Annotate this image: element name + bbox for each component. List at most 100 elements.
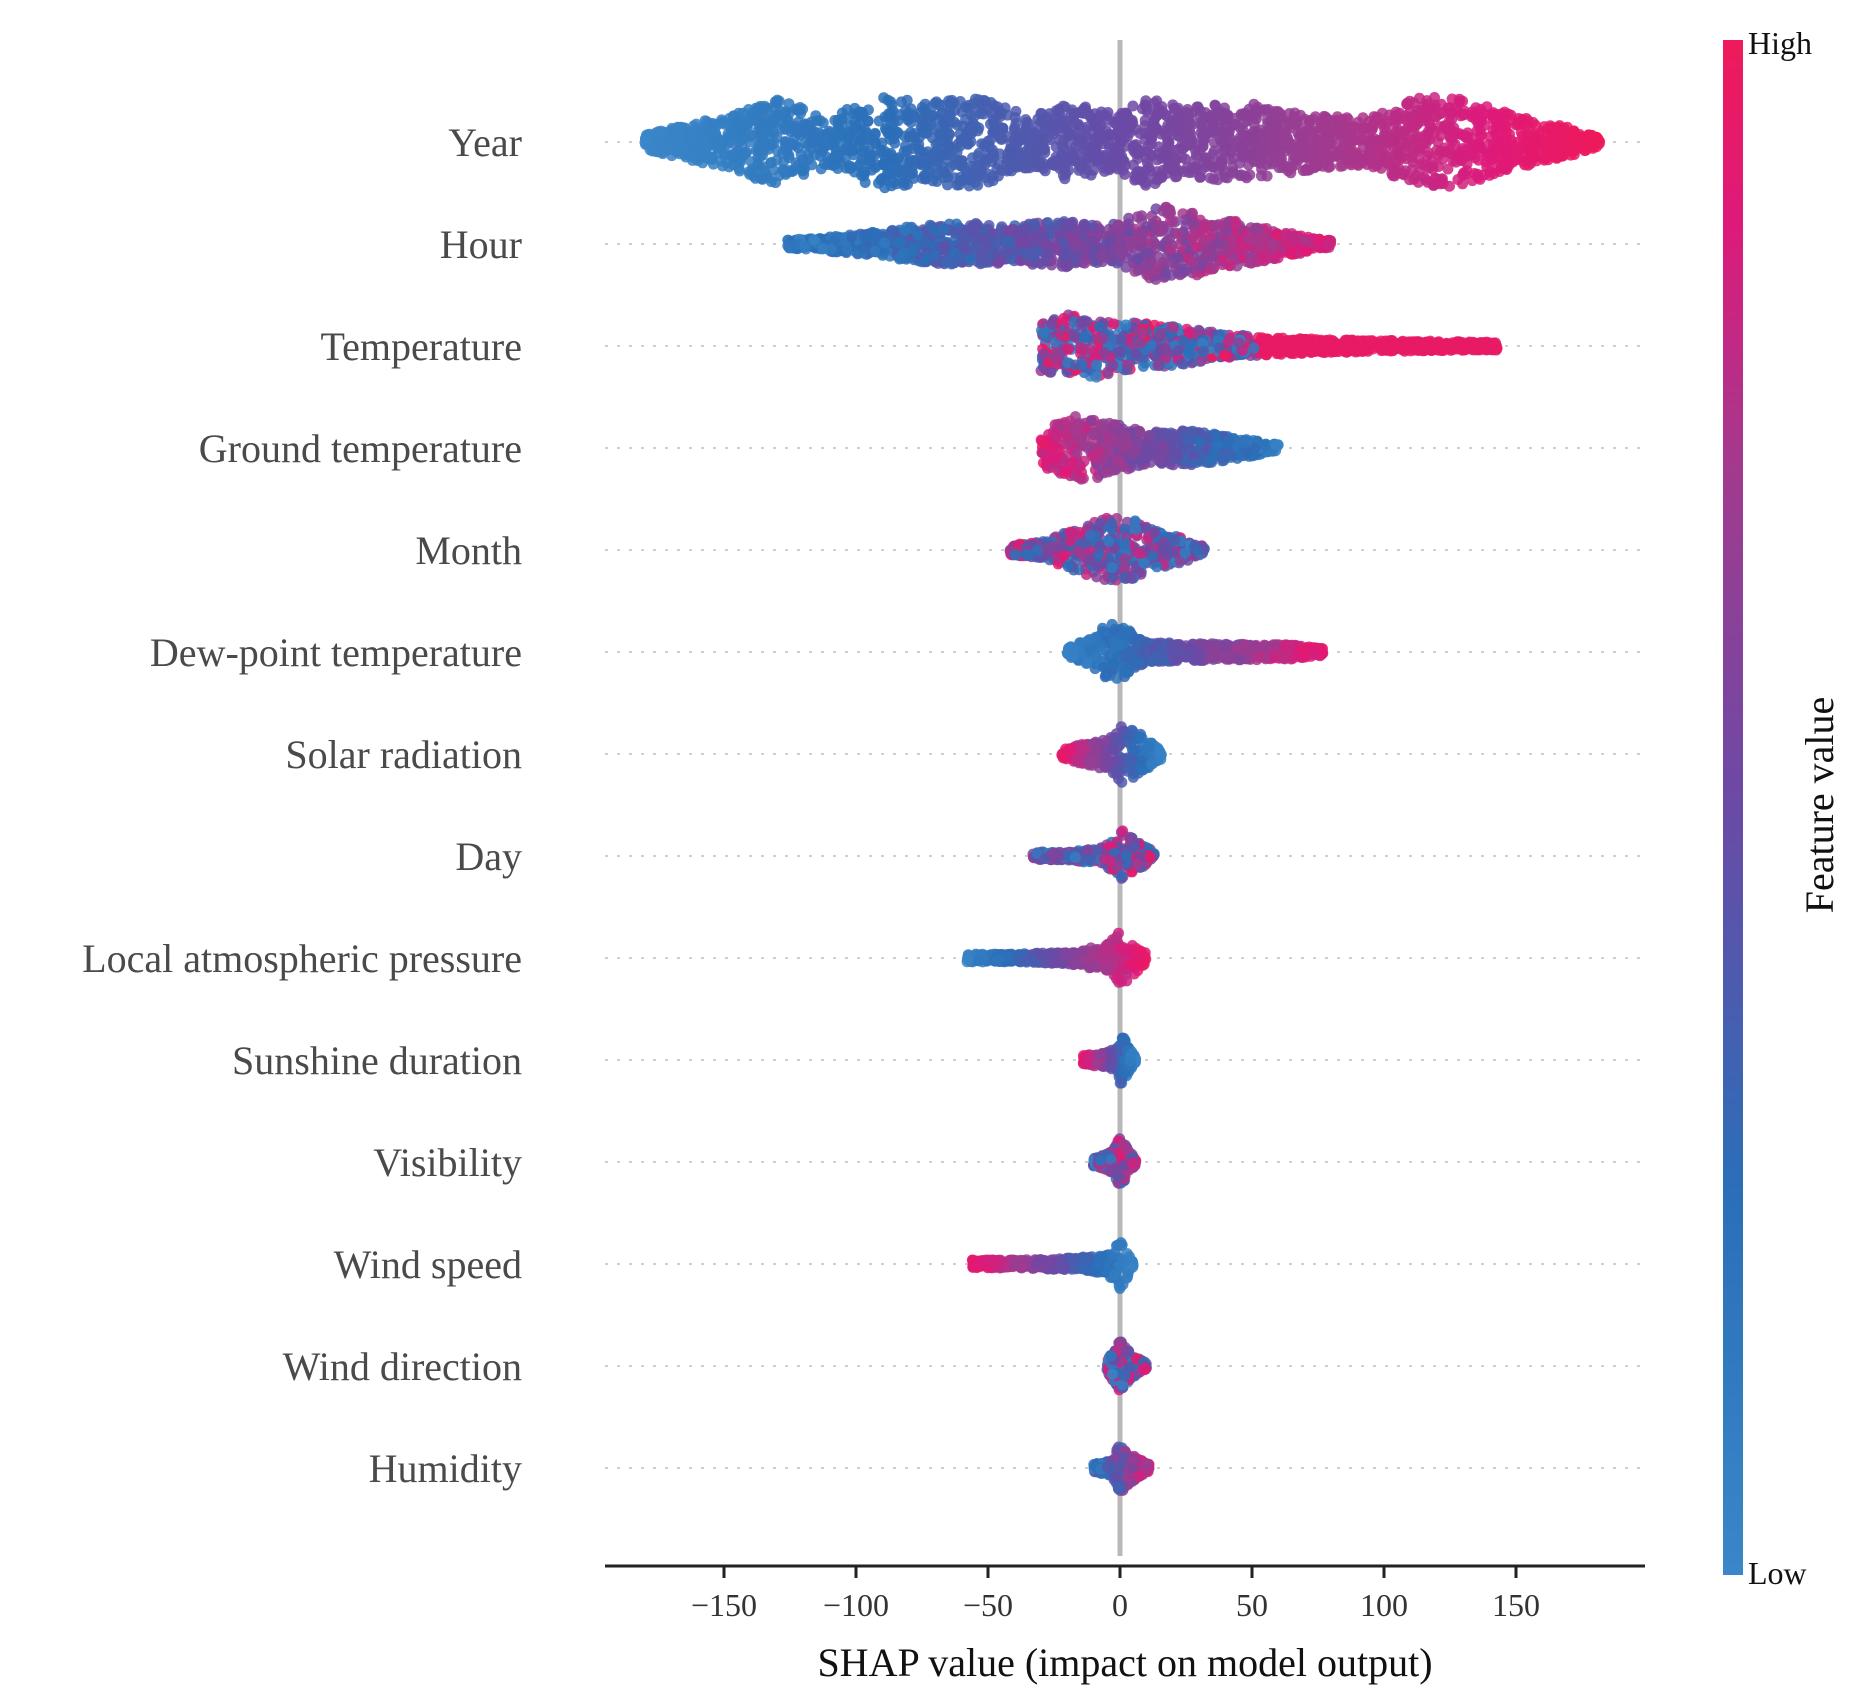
shap-dot bbox=[948, 172, 960, 184]
shap-dot bbox=[956, 134, 967, 146]
shap-dot bbox=[1080, 101, 1091, 113]
shap-dot bbox=[770, 177, 782, 189]
shap-dot bbox=[708, 130, 720, 142]
shap-dot bbox=[1115, 135, 1127, 147]
shap-dot bbox=[690, 118, 702, 130]
shap-dot bbox=[1015, 226, 1027, 238]
shap-dot bbox=[1238, 117, 1250, 129]
shap-dot bbox=[944, 111, 956, 122]
shap-dot bbox=[875, 174, 887, 186]
shap-dot bbox=[1461, 158, 1473, 170]
shap-dot bbox=[1265, 119, 1277, 131]
shap-dot bbox=[1413, 145, 1425, 156]
shap-dot bbox=[919, 171, 931, 183]
shap-dot bbox=[1018, 237, 1030, 249]
shap-dot bbox=[1096, 249, 1108, 261]
shap-dot bbox=[1396, 151, 1408, 163]
shap-dot bbox=[1047, 159, 1059, 171]
shap-dot bbox=[846, 231, 858, 243]
shap-dot bbox=[1247, 126, 1259, 138]
shap-dot bbox=[942, 179, 953, 191]
shap-dot bbox=[717, 116, 729, 128]
shap-dot bbox=[1487, 150, 1498, 162]
shap-dot bbox=[1036, 258, 1048, 270]
shap-dot bbox=[1201, 125, 1213, 137]
shap-dot bbox=[918, 158, 930, 170]
shap-dot bbox=[856, 106, 867, 118]
shap-dot bbox=[1321, 112, 1332, 124]
shap-dot bbox=[1073, 118, 1084, 130]
shap-dot bbox=[1389, 110, 1401, 122]
shap-dot bbox=[1427, 160, 1439, 172]
shap-dot bbox=[1103, 128, 1115, 140]
shap-dot bbox=[1102, 107, 1114, 118]
shap-dot bbox=[964, 254, 976, 266]
shap-dot bbox=[1172, 102, 1184, 114]
shap-dot bbox=[754, 100, 766, 112]
shap-dot bbox=[1043, 239, 1055, 251]
shap-dot bbox=[1283, 119, 1295, 131]
shap-dot bbox=[1237, 138, 1249, 150]
shap-dot bbox=[1032, 113, 1044, 125]
shap-dot bbox=[1338, 140, 1350, 152]
shap-dot bbox=[815, 163, 827, 175]
shap-dot bbox=[1282, 240, 1294, 252]
shap-dot bbox=[920, 236, 932, 248]
shap-dot bbox=[1133, 146, 1145, 158]
shap-dot bbox=[676, 145, 688, 157]
shap-dot bbox=[916, 101, 928, 113]
shap-dot bbox=[992, 233, 1004, 245]
shap-dot bbox=[1069, 242, 1081, 254]
shap-dot bbox=[1220, 122, 1232, 134]
shap-dot bbox=[1400, 165, 1412, 177]
shap-dot bbox=[884, 133, 896, 145]
shap-dot bbox=[1142, 260, 1154, 272]
shap-dot bbox=[1212, 237, 1223, 249]
shap-dot bbox=[1114, 245, 1126, 257]
shap-dot bbox=[1104, 235, 1116, 247]
shap-dot bbox=[777, 147, 789, 159]
shap-dot bbox=[1139, 120, 1151, 132]
shap-dot bbox=[1500, 137, 1511, 149]
shap-dot bbox=[1141, 104, 1153, 116]
shap-dot bbox=[1180, 214, 1192, 226]
shap-dot bbox=[985, 97, 997, 108]
shap-dot bbox=[733, 136, 744, 148]
shap-dot bbox=[893, 236, 905, 248]
beeswarm-dots bbox=[639, 92, 1606, 1496]
shap-dot bbox=[792, 127, 804, 139]
shap-dot bbox=[1357, 112, 1369, 124]
shap-dot bbox=[1042, 217, 1054, 228]
feature-dots bbox=[782, 201, 1337, 285]
shap-dot bbox=[910, 139, 922, 151]
shap-dot bbox=[938, 224, 950, 236]
shap-dot bbox=[1260, 104, 1272, 116]
shap-dot bbox=[663, 130, 675, 142]
shap-dot bbox=[757, 161, 769, 173]
shap-dot bbox=[1487, 109, 1499, 121]
shap-dot bbox=[857, 243, 869, 254]
shap-dot bbox=[1252, 332, 1264, 344]
shap-dot bbox=[1054, 134, 1066, 146]
shap-dot bbox=[1460, 131, 1472, 143]
shap-dot bbox=[707, 158, 719, 170]
shap-dot bbox=[757, 149, 768, 161]
shap-dot bbox=[941, 144, 953, 155]
shap-dot bbox=[1151, 95, 1163, 107]
shap-dot bbox=[779, 122, 790, 134]
shap-dot bbox=[1077, 257, 1089, 268]
shap-dot bbox=[1368, 111, 1380, 123]
shap-dot bbox=[1519, 159, 1531, 171]
shap-dot bbox=[1230, 216, 1242, 227]
shap-dot bbox=[1132, 264, 1144, 276]
shap-dot bbox=[1184, 136, 1196, 147]
shap-dot bbox=[736, 124, 748, 136]
shap-dot bbox=[1242, 233, 1254, 245]
shap-dot bbox=[1328, 150, 1340, 162]
shap-dot bbox=[878, 237, 890, 249]
shap-dot bbox=[811, 115, 823, 127]
shap-dot bbox=[1410, 109, 1422, 121]
shap-dot bbox=[675, 121, 687, 133]
shap-dot bbox=[1273, 107, 1285, 119]
shap-dot bbox=[1282, 161, 1294, 173]
